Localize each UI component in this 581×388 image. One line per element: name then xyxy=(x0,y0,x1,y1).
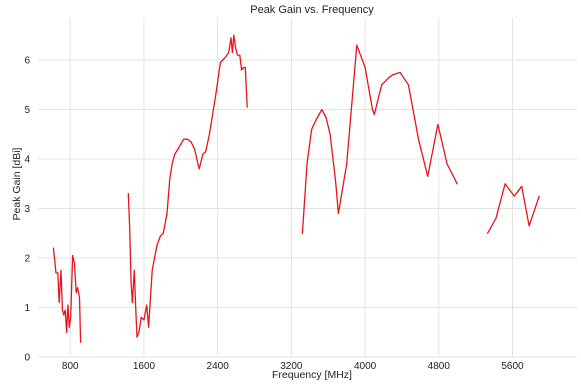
y-tick-label: 6 xyxy=(24,56,30,67)
series-line-3 xyxy=(301,44,458,234)
grid-lines xyxy=(38,18,577,358)
y-tick-label: 0 xyxy=(24,353,30,364)
x-tick-label: 5600 xyxy=(501,361,524,372)
series-line-2 xyxy=(127,34,248,338)
y-tick-label: 4 xyxy=(24,155,30,166)
y-tick-labels: 0 1 2 3 4 5 6 xyxy=(24,56,30,364)
x-tick-label: 800 xyxy=(62,361,79,372)
series-line-1 xyxy=(52,247,82,343)
y-tick-label: 3 xyxy=(24,204,30,215)
y-tick-label: 1 xyxy=(24,303,30,314)
series-lines xyxy=(52,34,540,343)
x-tick-label: 2400 xyxy=(207,361,230,372)
x-axis-label: Frequency [MHz] xyxy=(272,369,352,381)
x-tick-label: 4800 xyxy=(428,361,451,372)
series-line-4 xyxy=(486,183,540,234)
x-tick-label: 1600 xyxy=(133,361,156,372)
y-tick-label: 5 xyxy=(24,105,30,116)
chart-title: Peak Gain vs. Frequency xyxy=(250,4,374,16)
y-axis-label: Peak Gain [dBi] xyxy=(11,147,23,220)
x-tick-labels: 800 1600 2400 3200 4000 4800 5600 xyxy=(62,361,524,372)
y-tick-label: 2 xyxy=(24,254,30,265)
x-tick-label: 3200 xyxy=(280,361,303,372)
x-tick-label: 4000 xyxy=(354,361,377,372)
